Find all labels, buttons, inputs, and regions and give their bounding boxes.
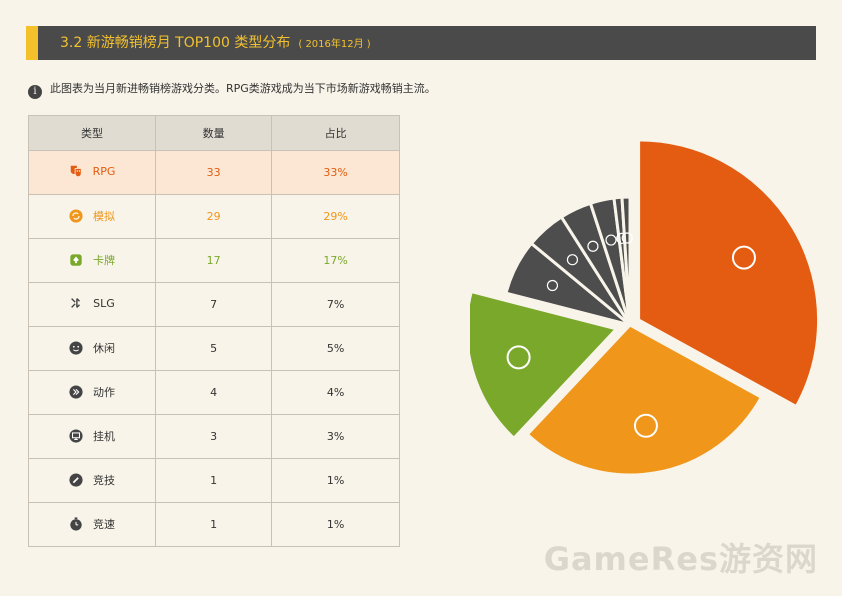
title-subtitle: ( 2016年12月 ) <box>298 39 371 50</box>
row-type: 竞速 <box>93 517 115 531</box>
row-share: 17% <box>271 238 400 283</box>
table-row: 休闲 5 5% <box>28 326 400 371</box>
row-share: 5% <box>271 326 400 371</box>
smiley-face-icon <box>69 340 83 355</box>
row-count: 1 <box>154 458 273 503</box>
pie-slice-icon-休闲 <box>566 254 579 266</box>
pie-slice-卡牌 <box>470 289 620 441</box>
row-count: 33 <box>154 150 273 195</box>
pie-slice-模拟 <box>525 323 764 477</box>
row-count: 29 <box>154 194 273 239</box>
pie-slice-icon-SLG <box>546 279 559 292</box>
strategy-arrows-icon <box>71 298 81 308</box>
table-row: 竞技 1 1% <box>28 458 400 503</box>
info-icon: i <box>28 85 42 99</box>
row-type: 动作 <box>93 385 115 399</box>
row-share: 29% <box>271 194 400 239</box>
row-share: 1% <box>271 458 400 503</box>
section-title-bar: 3.2 新游畅销榜月 TOP100 类型分布 ( 2016年12月 ) <box>26 26 816 60</box>
row-count: 17 <box>154 238 273 283</box>
row-type: 挂机 <box>93 429 115 443</box>
pie-slice-icon-RPG <box>731 245 756 270</box>
genre-pie-chart <box>470 138 821 477</box>
row-type: RPG <box>92 164 116 178</box>
table-row: 模拟 29 29% <box>28 194 400 239</box>
pie-slice-竞速 <box>620 195 632 326</box>
row-type: 竞技 <box>93 473 115 487</box>
table-row: 竞速 1 1% <box>28 502 400 547</box>
theater-masks-icon <box>70 165 82 178</box>
row-count: 1 <box>154 502 273 547</box>
title-main: 3.2 新游畅销榜月 TOP100 类型分布 <box>60 35 291 51</box>
table-row: SLG 7 7% <box>28 282 400 327</box>
pen-icon <box>69 472 83 487</box>
row-type: 模拟 <box>93 209 115 223</box>
refresh-cycle-icon <box>69 208 83 223</box>
watermark-logo: GameRes游资网 <box>543 540 818 578</box>
playing-card-spade-icon <box>70 253 82 266</box>
row-share: 1% <box>271 502 400 547</box>
table-row: 动作 4 4% <box>28 370 400 415</box>
table-row: 挂机 3 3% <box>28 414 400 459</box>
title-accent <box>26 26 38 60</box>
table-header-row: 类型 数量 占比 <box>28 115 400 151</box>
header-share: 占比 <box>271 115 400 151</box>
monitor-icon <box>69 428 83 443</box>
row-share: 3% <box>271 414 400 459</box>
pie-slice-icon-模拟 <box>633 413 658 438</box>
row-type: 休闲 <box>93 341 115 355</box>
pie-slice-icon-卡牌 <box>506 345 531 370</box>
chart-note: i 此图表为当月新进畅销榜游戏分类。RPG类游戏成为当下市场新游戏畅销主流。 <box>28 80 436 99</box>
header-count: 数量 <box>154 115 273 151</box>
stopwatch-icon <box>70 516 82 531</box>
row-type: 卡牌 <box>93 253 115 267</box>
row-count: 5 <box>154 326 273 371</box>
row-count: 4 <box>154 370 273 415</box>
pie-slice-icon-动作 <box>587 240 599 252</box>
note-text: 此图表为当月新进畅销榜游戏分类。RPG类游戏成为当下市场新游戏畅销主流。 <box>50 82 436 95</box>
table-row: 卡牌 17 17% <box>28 238 400 283</box>
pie-slice-icon-竞速 <box>621 232 633 244</box>
row-share: 33% <box>271 150 400 195</box>
pie-slice-RPG <box>637 138 821 409</box>
row-share: 4% <box>271 370 400 415</box>
header-type: 类型 <box>28 115 156 151</box>
fast-forward-icon <box>69 384 83 399</box>
page-title: 3.2 新游畅销榜月 TOP100 类型分布 ( 2016年12月 ) <box>60 26 371 60</box>
row-share: 7% <box>271 282 400 327</box>
row-count: 3 <box>154 414 273 459</box>
pie-slice-icon-挂机 <box>605 234 617 246</box>
genre-table: 类型 数量 占比 RPG 33 33% 模拟 29 29% 卡牌 17 17% <box>28 115 400 547</box>
row-type: SLG <box>93 296 115 310</box>
row-count: 7 <box>154 282 273 327</box>
table-row: RPG 33 33% <box>28 150 400 195</box>
